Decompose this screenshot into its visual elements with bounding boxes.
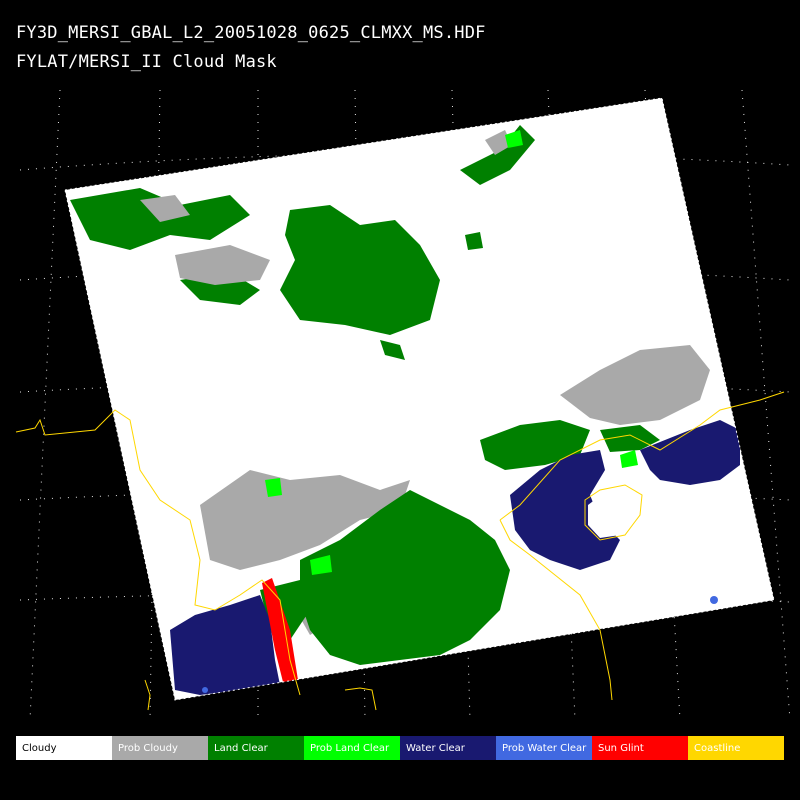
legend-prob-land-clear: Prob Land Clear: [304, 736, 400, 760]
legend-prob-cloudy: Prob Cloudy: [112, 736, 208, 760]
coastline: [15, 391, 785, 711]
north-prob-land-clear: [505, 130, 523, 148]
legend-cloudy: Cloudy: [16, 736, 112, 760]
legend-land-clear: Land Clear: [208, 736, 304, 760]
legend-prob-water-clear: Prob Water Clear: [496, 736, 592, 760]
cloud-mask-map: [15, 89, 791, 720]
satellite-swath: [64, 97, 775, 701]
legend-coastline: Coastline: [688, 736, 784, 760]
water-clear: [170, 420, 740, 695]
north-prob-cloudy: [140, 130, 512, 285]
file-name-title: FY3D_MERSI_GBAL_L2_20051028_0625_CLMXX_M…: [16, 23, 486, 43]
legend-sun-glint: Sun Glint: [592, 736, 688, 760]
legend-bar: Cloudy Prob Cloudy Land Clear Prob Land …: [16, 736, 784, 760]
product-title: FYLAT/MERSI_II Cloud Mask: [16, 52, 277, 72]
prob-water-clear: [202, 596, 718, 693]
sun-glint: [262, 578, 298, 690]
south-land-clear: [260, 420, 660, 665]
south-prob-land-clear: [265, 450, 638, 575]
hainan-island: [588, 488, 640, 538]
legend-water-clear: Water Clear: [400, 736, 496, 760]
